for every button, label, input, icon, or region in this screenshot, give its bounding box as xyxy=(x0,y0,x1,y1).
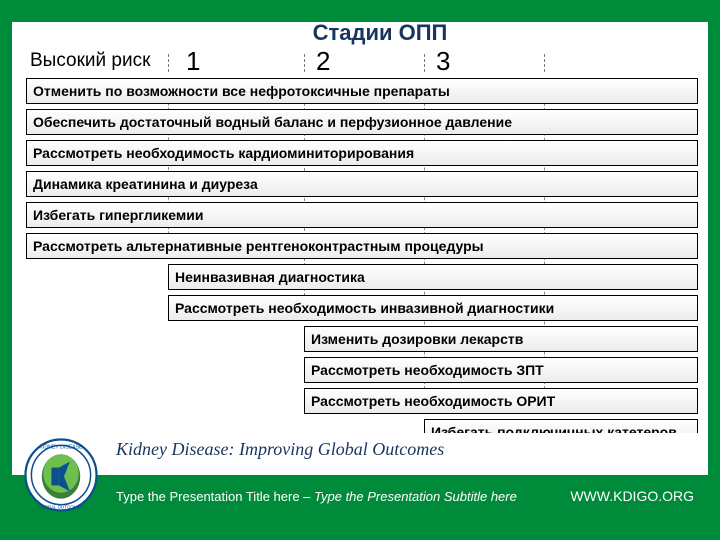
high-risk-label: Высокий риск xyxy=(30,50,150,72)
svg-text:KIDNEY DISEASE: KIDNEY DISEASE xyxy=(39,444,83,450)
rows-container: Отменить по возможности все нефротоксичн… xyxy=(26,78,694,445)
stage-row: Избегать гипергликемии xyxy=(26,202,698,228)
kdigo-logo: KIDNEY DISEASE GLOBAL OUTCOMES xyxy=(24,438,98,512)
slide-title: Стадии ОПП xyxy=(66,20,694,46)
org-title: Kidney Disease: Improving Global Outcome… xyxy=(116,439,444,460)
stage-row: Рассмотреть альтернативные рентгеноконтр… xyxy=(26,233,698,259)
stage-row: Отменить по возможности все нефротоксичн… xyxy=(26,78,698,104)
stage-row: Обеспечить достаточный водный баланс и п… xyxy=(26,109,698,135)
stage-tick xyxy=(168,54,169,72)
stage-row: Неинвазивная диагностика xyxy=(168,264,698,290)
stage-row: Рассмотреть необходимость ОРИТ xyxy=(304,388,698,414)
stage-row: Изменить дозировки лекарств xyxy=(304,326,698,352)
guide-line xyxy=(168,78,169,259)
stage-row: Рассмотреть необходимость инвазивной диа… xyxy=(168,295,698,321)
footer: KIDNEY DISEASE GLOBAL OUTCOMES Kidney Di… xyxy=(6,433,714,518)
stage-tick xyxy=(544,54,545,72)
stage-tick xyxy=(304,54,305,72)
slide: Стадии ОПП Высокий риск 1 2 3 Отменить по … xyxy=(0,0,720,540)
presentation-title: Type the Presentation Title here – Type … xyxy=(116,489,517,504)
stage-number: 3 xyxy=(436,46,450,77)
stage-row: Рассмотреть необходимость ЗПТ xyxy=(304,357,698,383)
footer-url: WWW.KDIGO.ORG xyxy=(570,488,694,504)
presentation-subtitle: Type the Presentation Subtitle here xyxy=(314,489,517,504)
svg-text:GLOBAL OUTCOMES: GLOBAL OUTCOMES xyxy=(39,504,84,509)
stage-number: 2 xyxy=(316,46,330,77)
stage-tick xyxy=(424,54,425,72)
stage-row: Динамика креатинина и диуреза xyxy=(26,171,698,197)
stage-header: Высокий риск 1 2 3 xyxy=(26,48,694,78)
stage-row: Рассмотреть необходимость кардиоминитори… xyxy=(26,140,698,166)
stage-number: 1 xyxy=(186,46,200,77)
content-area: Стадии ОПП Высокий риск 123 Отменить по … xyxy=(26,20,694,440)
presentation-title-main: Type the Presentation Title here – xyxy=(116,489,314,504)
